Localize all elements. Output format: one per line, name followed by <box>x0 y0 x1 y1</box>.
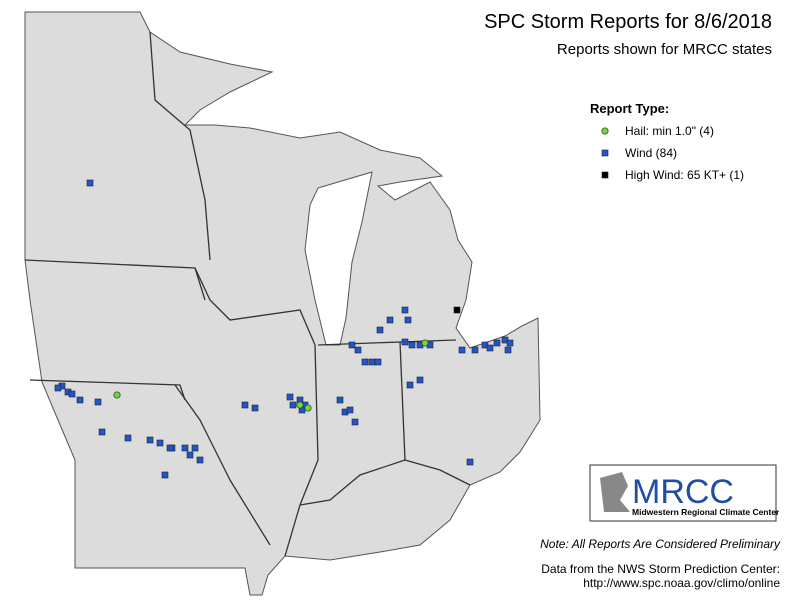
wind-marker <box>486 344 494 352</box>
state-line <box>174 384 271 546</box>
title: SPC Storm Reports for 8/6/2018 <box>484 11 772 33</box>
wind-marker <box>386 316 394 324</box>
subtitle: Reports shown for MRCC states <box>557 41 772 58</box>
wind-marker <box>471 346 479 354</box>
wind-marker <box>161 471 169 479</box>
wind-marker <box>354 346 362 354</box>
wind-marker <box>351 418 359 426</box>
legend-label: Hail: min 1.0" (4) <box>625 124 714 138</box>
wind-marker <box>361 358 369 366</box>
hail-marker <box>421 339 429 347</box>
hail-marker <box>296 401 304 409</box>
wind-marker <box>416 376 424 384</box>
wind-marker <box>376 326 384 334</box>
wind-marker <box>286 393 294 401</box>
wind-marker <box>401 306 409 314</box>
wind-marker <box>54 384 62 392</box>
wind-marker <box>346 406 354 414</box>
wind-marker <box>76 396 84 404</box>
hail-marker <box>601 127 609 135</box>
logo-caption: Midwestern Regional Climate Center <box>632 507 780 517</box>
wind-marker <box>191 444 199 452</box>
state-lines <box>24 31 471 557</box>
hail-marker <box>304 404 312 412</box>
note: Note: All Reports Are Considered Prelimi… <box>540 537 781 551</box>
wind-marker <box>348 341 356 349</box>
wind-marker <box>166 444 174 452</box>
state-line <box>299 459 406 506</box>
legend-label: High Wind: 65 KT+ (1) <box>625 168 744 182</box>
wind-marker <box>68 390 76 398</box>
wind-marker <box>196 456 204 464</box>
legend-label: Wind (84) <box>625 146 677 160</box>
wind-marker <box>251 404 259 412</box>
state-line <box>194 267 316 346</box>
wind-marker <box>401 338 409 346</box>
wind-marker <box>181 444 189 452</box>
state-line <box>149 31 211 261</box>
wind-marker <box>241 401 249 409</box>
wind-marker <box>506 339 514 347</box>
wind-marker <box>124 434 132 442</box>
state-line <box>284 344 319 557</box>
high-wind-marker <box>601 171 609 179</box>
wind-marker <box>98 428 106 436</box>
state-line <box>399 339 457 343</box>
wind-marker <box>368 358 376 366</box>
wind-marker <box>186 451 194 459</box>
lake-michigan <box>304 171 373 346</box>
logo-name: MRCC <box>632 473 734 511</box>
wind-marker <box>289 401 297 409</box>
land <box>24 11 541 596</box>
wind-marker <box>404 316 412 324</box>
source-url: http://www.spc.noaa.gov/climo/online <box>583 576 780 590</box>
wind-marker <box>493 339 501 347</box>
legend-title: Report Type: <box>590 101 669 116</box>
wind-marker <box>406 381 414 389</box>
source: Data from the NWS Storm Prediction Cente… <box>541 562 780 576</box>
wind-marker <box>86 179 94 187</box>
wind-marker <box>94 398 102 406</box>
state-line <box>404 459 471 486</box>
logo: MRCC Midwestern Regional Climate Center <box>589 464 780 522</box>
wind-marker <box>146 436 154 444</box>
high-wind-marker <box>453 306 461 314</box>
wind-marker <box>504 346 512 354</box>
wind-marker <box>458 346 466 354</box>
wind-marker <box>466 458 474 466</box>
wind-marker <box>374 358 382 366</box>
wind-marker <box>336 396 344 404</box>
report-markers <box>54 179 514 479</box>
wind-marker <box>601 149 609 157</box>
hail-marker <box>113 391 121 399</box>
wind-marker <box>408 341 416 349</box>
logo-map <box>600 472 630 512</box>
legend: Report Type: Hail: min 1.0" (4) Wind (84)… <box>590 101 744 182</box>
wind-marker <box>156 439 164 447</box>
state-line <box>29 379 186 401</box>
